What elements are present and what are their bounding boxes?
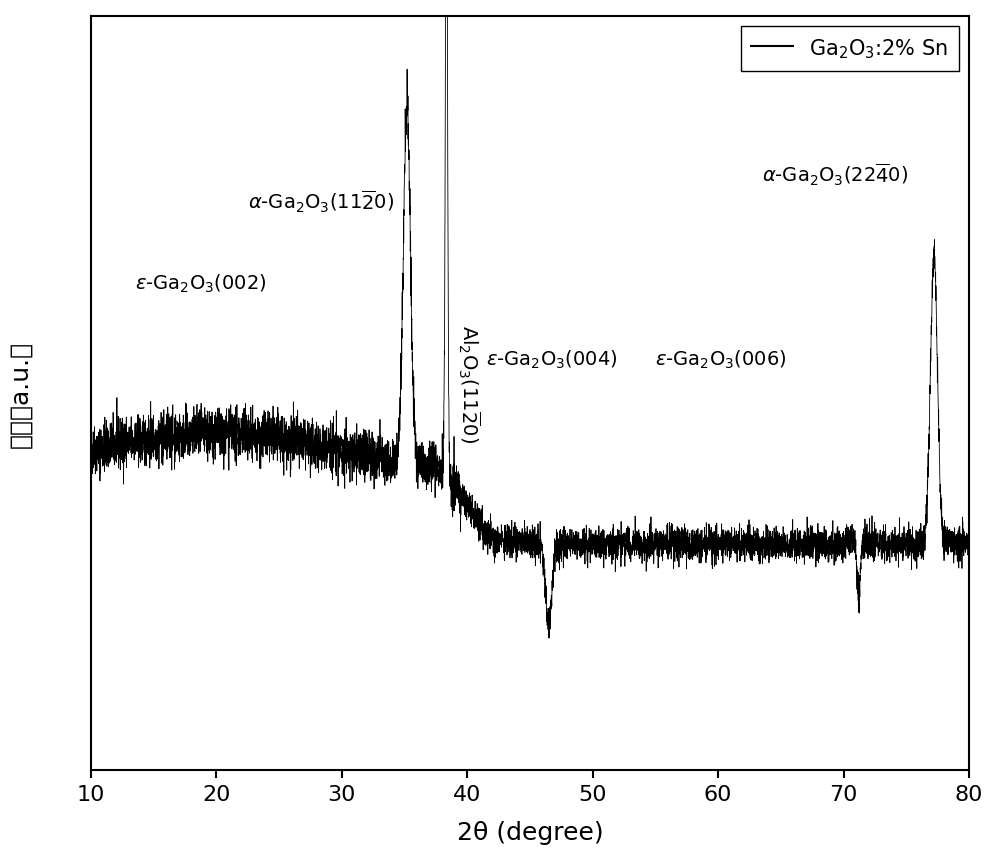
Text: $\varepsilon$-Ga$_2$O$_3$(004): $\varepsilon$-Ga$_2$O$_3$(004) <box>486 348 618 370</box>
Text: $\alpha$-Ga$_2$O$_3$(11$\overline{2}$0): $\alpha$-Ga$_2$O$_3$(11$\overline{2}$0) <box>248 189 394 214</box>
Legend: Ga$_2$O$_3$:2% Sn: Ga$_2$O$_3$:2% Sn <box>741 27 959 71</box>
Text: $\alpha$-Ga$_2$O$_3$(22$\overline{4}$0): $\alpha$-Ga$_2$O$_3$(22$\overline{4}$0) <box>762 161 908 188</box>
X-axis label: 2θ (degree): 2θ (degree) <box>457 821 603 845</box>
Text: $\varepsilon$-Ga$_2$O$_3$(002): $\varepsilon$-Ga$_2$O$_3$(002) <box>135 273 266 295</box>
Text: Al$_2$O$_3$(11$\overline{2}$0): Al$_2$O$_3$(11$\overline{2}$0) <box>456 325 482 443</box>
Text: $\varepsilon$-Ga$_2$O$_3$(006): $\varepsilon$-Ga$_2$O$_3$(006) <box>655 348 787 370</box>
Text: 强度（a.u.）: 强度（a.u.） <box>8 340 32 447</box>
